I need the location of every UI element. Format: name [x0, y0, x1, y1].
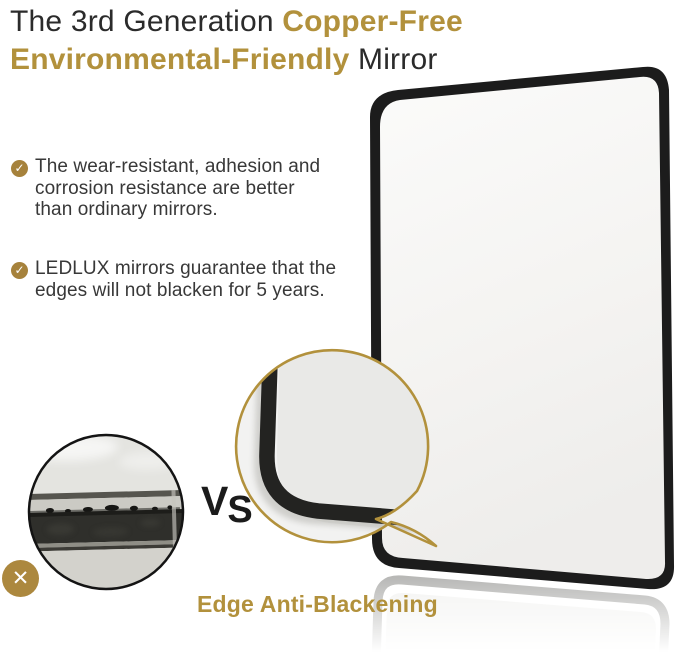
mirror-surface [380, 76, 666, 580]
feature-item: LEDLUX mirrors guarantee that the edges … [35, 258, 336, 301]
zoom-bubble-outline [234, 348, 438, 548]
feature-text-line: than ordinary mirrors. [35, 199, 218, 220]
title-line-1: The 3rd Generation Copper-Free [10, 3, 670, 41]
title-line1-black: The 3rd Generation [10, 5, 283, 38]
check-icon: ✓ [11, 160, 28, 177]
edge-anti-blackening-caption: Edge Anti-Blackening [197, 591, 438, 617]
title-highlight-copper-free: Copper-Free [282, 5, 463, 38]
title-highlight-environmental-friendly: Environmental-Friendly [10, 43, 350, 76]
feature-text-line: edges will not blacken for 5 years. [35, 279, 325, 301]
title-line-2: Environmental-Friendly Mirror [10, 41, 670, 79]
page-title: The 3rd Generation Copper-Free Environme… [10, 3, 670, 79]
feature-item: The wear-resistant, adhesion and corrosi… [35, 156, 320, 221]
title-line2-black: Mirror [349, 43, 438, 76]
cross-icon: ✕ [2, 560, 39, 597]
feature-text-line: The wear-resistant, adhesion and [35, 156, 321, 177]
check-icon: ✓ [11, 262, 28, 279]
feature-text-line: corrosion resistance are better [35, 177, 295, 199]
bad-mirror-photo [27, 433, 185, 591]
framed-mirror [370, 66, 675, 590]
magnified-frame-corner [259, 350, 436, 529]
vs-label: VS [201, 478, 253, 531]
zoom-bubble [234, 348, 438, 548]
blackened-edge-spots [45, 504, 173, 513]
mirror-reflection [371, 575, 670, 665]
feature-text-line: LEDLUX mirrors guarantee that the [35, 258, 337, 279]
